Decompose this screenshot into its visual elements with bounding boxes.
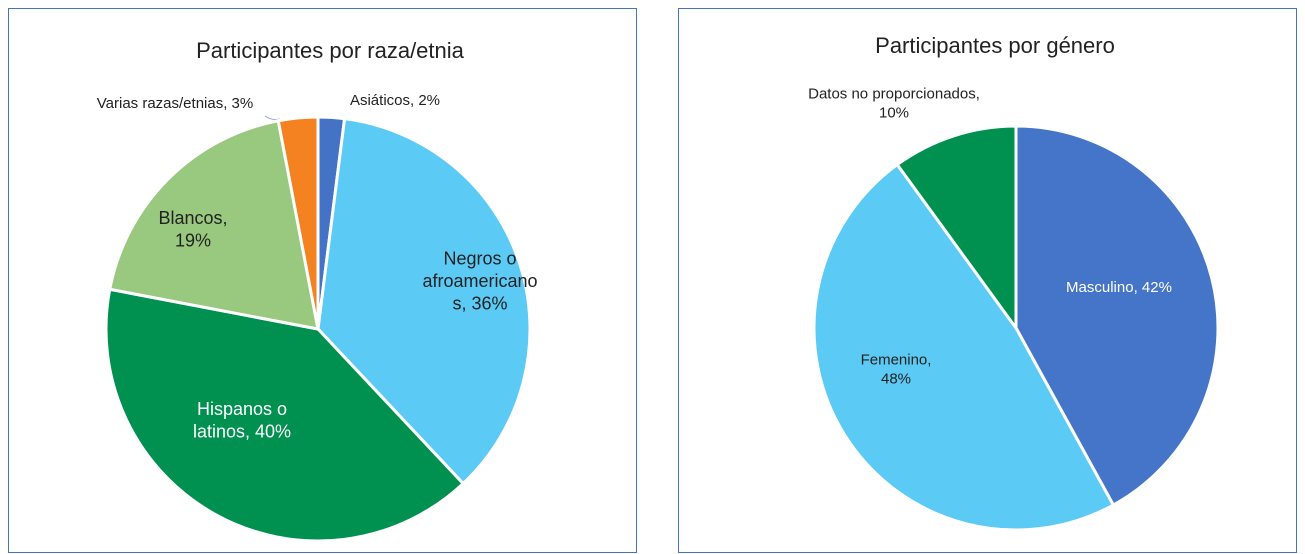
label-line: 10% (879, 104, 909, 121)
pie-slice (276, 115, 320, 330)
label-line: 48% (881, 370, 911, 387)
label-line: s, 36% (452, 293, 507, 313)
pie-slice (895, 124, 1018, 333)
chart-title: Participantes por género (875, 33, 1115, 58)
chart-title: Participantes por raza/etnia (196, 38, 465, 63)
label-line: Varias razas/etnias, 3% (97, 95, 253, 112)
data-label: Femenino, 48% (861, 352, 932, 388)
data-label: Varias razas/etnias, 3% (97, 95, 253, 112)
pie-slice (104, 287, 466, 543)
label-line: 19% (175, 230, 211, 250)
pie-slice (107, 118, 320, 331)
data-label: Masculino, 42% (1066, 279, 1172, 296)
pie-slice (316, 116, 532, 486)
pie-slice (812, 162, 1116, 532)
label-line: Masculino, 42% (1066, 279, 1172, 296)
data-label: Hispanos o latinos, 40% (193, 399, 291, 442)
label-line: Asiáticos, 2% (350, 92, 440, 109)
pie-slice (1014, 124, 1220, 508)
label-line: Femenino, (861, 352, 932, 369)
data-label: Blancos, 19% (158, 208, 227, 251)
data-label: Asiáticos, 2% (350, 92, 440, 109)
label-line: Hispanos o (197, 399, 287, 419)
data-label: Negros o afroamericano s, 36% (422, 248, 537, 313)
label-line: afroamericano (422, 271, 537, 291)
label-line: Blancos, (158, 208, 227, 228)
label-line: Negros o (443, 248, 516, 268)
data-label: Datos no proporcionados, 10% (808, 86, 980, 122)
label-line: latinos, 40% (193, 421, 291, 441)
label-line: Datos no proporcionados, (808, 86, 980, 103)
